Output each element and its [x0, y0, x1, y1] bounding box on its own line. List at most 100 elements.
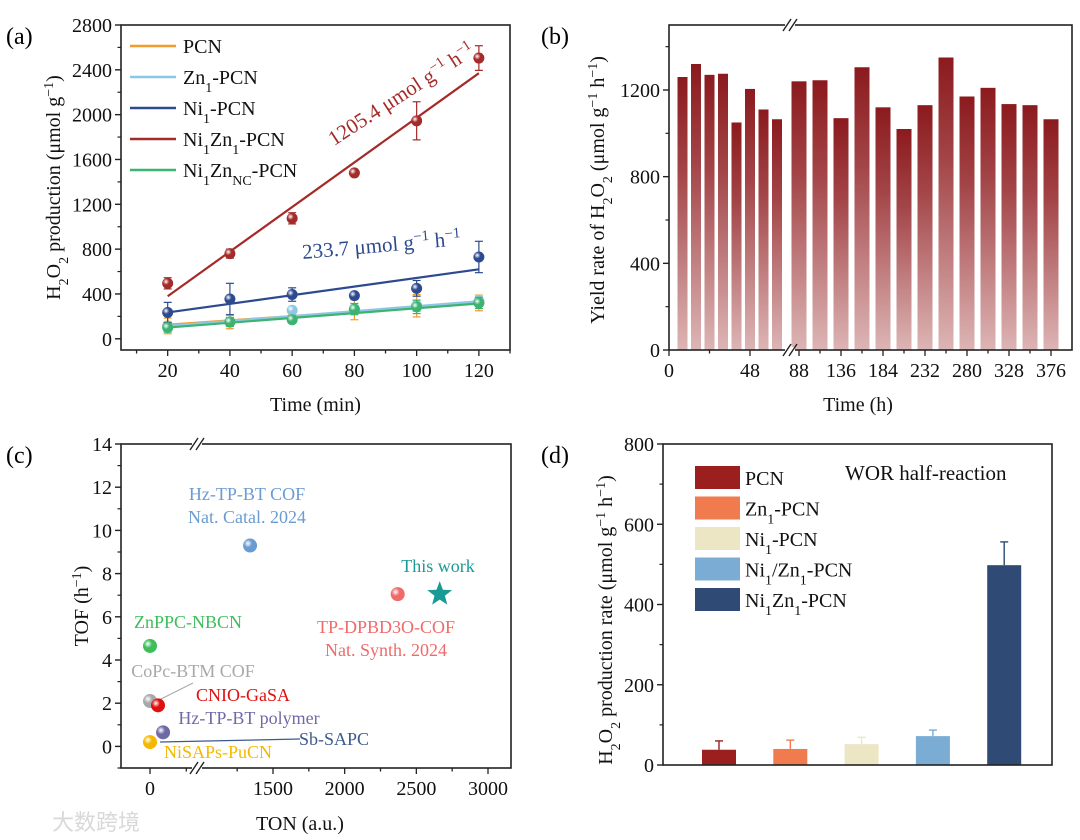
legend-label: PCN — [183, 36, 222, 58]
data-point — [473, 251, 485, 263]
y-tick-label: 2800 — [72, 15, 112, 37]
x-tick-label: 376 — [1036, 360, 1066, 382]
y-tick-label: 0 — [650, 340, 660, 362]
bar — [833, 118, 849, 351]
bar — [1001, 104, 1017, 350]
panel-label-b: (b) — [541, 24, 569, 50]
x-tick-label: 100 — [402, 360, 432, 382]
y-tick-label: 200 — [624, 675, 654, 697]
bar — [691, 64, 701, 350]
legend-label: Ni1ZnNC-PCN — [183, 160, 297, 189]
panel-a-line-chart: 0 400 800 1200 1600 2000 2400 2800 20 40 60 80 100 12… — [42, 15, 511, 416]
slope-annotation: 1205.4 μmol g−1 h−1 — [323, 37, 479, 150]
legend-label: Ni1-PCN — [745, 529, 818, 558]
data-point — [286, 304, 298, 316]
leader-line — [159, 738, 301, 743]
data-point — [473, 297, 485, 309]
bar — [677, 77, 688, 350]
y-tick-label: 8 — [102, 564, 112, 586]
bar — [959, 96, 975, 350]
point-reference: Nat. Synth. 2024 — [325, 640, 447, 660]
x-tick-label: 280 — [952, 360, 982, 382]
x-axis-title: Time (min) — [270, 394, 361, 416]
data-point — [473, 52, 485, 64]
y-tick-label: 400 — [624, 595, 654, 617]
star-marker — [427, 581, 453, 605]
axis-break-mark — [788, 343, 798, 357]
plot-frame — [668, 24, 1073, 351]
slope-annotation: 233.7 μmol g−1 h−1 — [301, 225, 462, 264]
y-tick-label: 12 — [92, 477, 112, 499]
bar — [938, 57, 954, 350]
sphere-marker — [151, 698, 165, 713]
bar — [702, 749, 736, 765]
axis-break-mark — [189, 761, 199, 775]
y-tick-label: 800 — [82, 239, 112, 261]
x-tick-label: 40 — [220, 360, 240, 382]
y-tick-label: 2 — [102, 693, 112, 715]
point-label: CNIO-GaSA — [196, 685, 290, 705]
bar — [854, 67, 870, 350]
bar — [896, 129, 912, 350]
bar — [1043, 119, 1059, 350]
y-tick-label: 0 — [102, 329, 112, 351]
y-axis-title: TOF (h−1) — [70, 566, 94, 647]
y-tick-label: 800 — [624, 434, 654, 456]
legend-swatch — [695, 527, 740, 550]
chart-title: WOR half-reaction — [845, 461, 1007, 485]
data-point — [162, 277, 174, 289]
plot-frame — [120, 24, 511, 351]
x-axis-title: Time (h) — [823, 394, 893, 416]
bar — [791, 81, 807, 350]
y-tick-label: 14 — [92, 434, 112, 456]
y-tick-label: 0 — [102, 736, 112, 758]
y-tick-label: 6 — [102, 607, 112, 629]
fit-line — [167, 302, 479, 329]
bar — [718, 73, 728, 350]
data-point — [224, 316, 236, 328]
x-tick-label: 3000 — [468, 778, 508, 800]
x-tick-label: 328 — [994, 360, 1024, 382]
leader-line — [156, 682, 194, 702]
y-tick-label: 4 — [102, 650, 112, 672]
point-label: NiSAPs-PuCN — [164, 742, 272, 762]
bar — [917, 105, 933, 351]
series-2 — [162, 240, 485, 324]
legend-label: Ni1Zn1-PCN — [183, 129, 285, 158]
legend-label: Ni1/Zn1-PCN — [745, 560, 852, 589]
data-point — [411, 115, 423, 127]
fit-line — [167, 300, 479, 328]
y-tick-label: 1200 — [620, 80, 660, 102]
data-point — [411, 282, 423, 294]
point-label: ZnPPC-NBCN — [134, 612, 242, 632]
legend-label: Ni1-PCN — [183, 98, 256, 127]
fit-line — [167, 72, 480, 298]
axis-break-mark — [195, 761, 205, 775]
bar — [915, 736, 950, 765]
x-axis-title: TON (a.u.) — [256, 813, 344, 835]
x-tick-label: 60 — [282, 360, 302, 382]
sphere-marker — [143, 638, 158, 653]
x-tick-label: 0 — [145, 778, 155, 800]
point-label: Hz-TP-BT COF — [189, 484, 305, 504]
x-tick-label: 232 — [910, 360, 940, 382]
panel-label-c: (c) — [6, 443, 33, 469]
legend-swatch — [695, 496, 740, 520]
x-tick-label: 2500 — [396, 778, 436, 800]
bar — [980, 87, 996, 350]
axis-break-gap — [192, 765, 202, 771]
point-label: TP-DPBD3O-COF — [317, 617, 455, 637]
y-axis-title: H2O2 production (μmol g−1) — [42, 75, 72, 300]
sphere-marker — [390, 587, 405, 602]
x-tick-label: 88 — [789, 360, 809, 382]
axis-break-mark — [788, 18, 798, 32]
y-tick-label: 400 — [82, 284, 112, 306]
bar — [875, 107, 891, 350]
data-point — [224, 248, 236, 260]
data-point — [348, 303, 360, 315]
bar — [745, 88, 755, 351]
data-point — [286, 212, 298, 224]
bar — [773, 748, 808, 765]
axis-break-gap — [785, 22, 795, 28]
